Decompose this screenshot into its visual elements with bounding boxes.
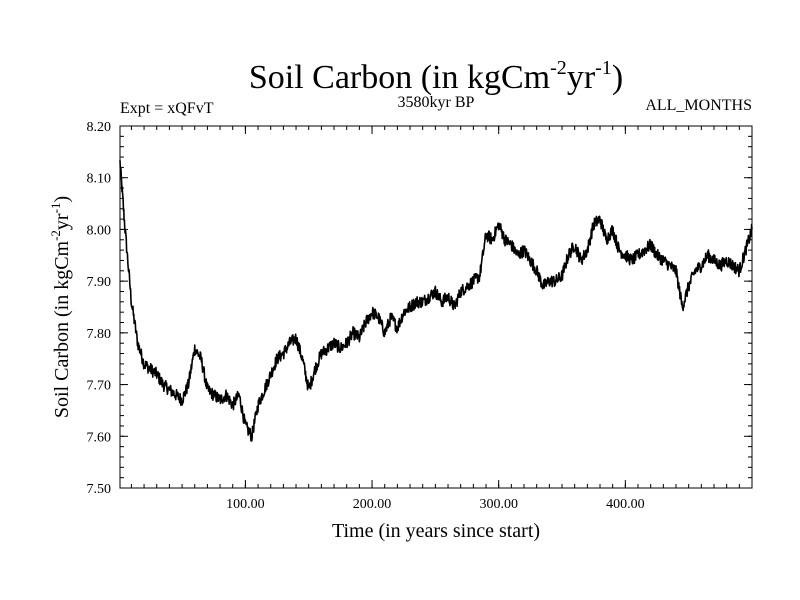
y-tick-label: 7.80	[87, 327, 112, 342]
chart-title: Soil Carbon (in kgCm-2yr-1)	[249, 57, 623, 96]
experiment-label: Expt = xQFvT	[120, 100, 214, 117]
months-label: ALL_MONTHS	[645, 97, 752, 114]
x-tick-label: 300.00	[479, 497, 518, 512]
y-tick-label: 7.70	[87, 379, 112, 394]
y-tick-label: 8.10	[87, 172, 112, 187]
x-tick-label: 400.00	[606, 497, 645, 512]
x-tick-label: 200.00	[353, 497, 392, 512]
chart-subtitle: 3580kyr BP	[398, 94, 475, 111]
y-axis: 7.50 7.60 7.70 7.80 7.90 8.00 8.10 8.20	[87, 120, 752, 497]
y-tick-label: 8.00	[87, 223, 112, 238]
y-axis-label: Soil Carbon (in kgCm-2yr-1)	[48, 196, 73, 418]
series-layer	[119, 160, 753, 442]
plot-frame	[119, 125, 753, 489]
y-tick-label: 8.20	[87, 120, 112, 135]
y-tick-label: 7.90	[87, 275, 112, 290]
y-tick-label: 7.60	[87, 430, 112, 445]
x-axis: 100.00 200.00 300.00 400.00	[130, 126, 740, 512]
series-line-soil-carbon	[119, 160, 753, 442]
x-axis-label: Time (in years since start)	[332, 520, 540, 542]
x-tick-label: 100.00	[226, 497, 265, 512]
y-tick-label: 7.50	[87, 482, 112, 497]
